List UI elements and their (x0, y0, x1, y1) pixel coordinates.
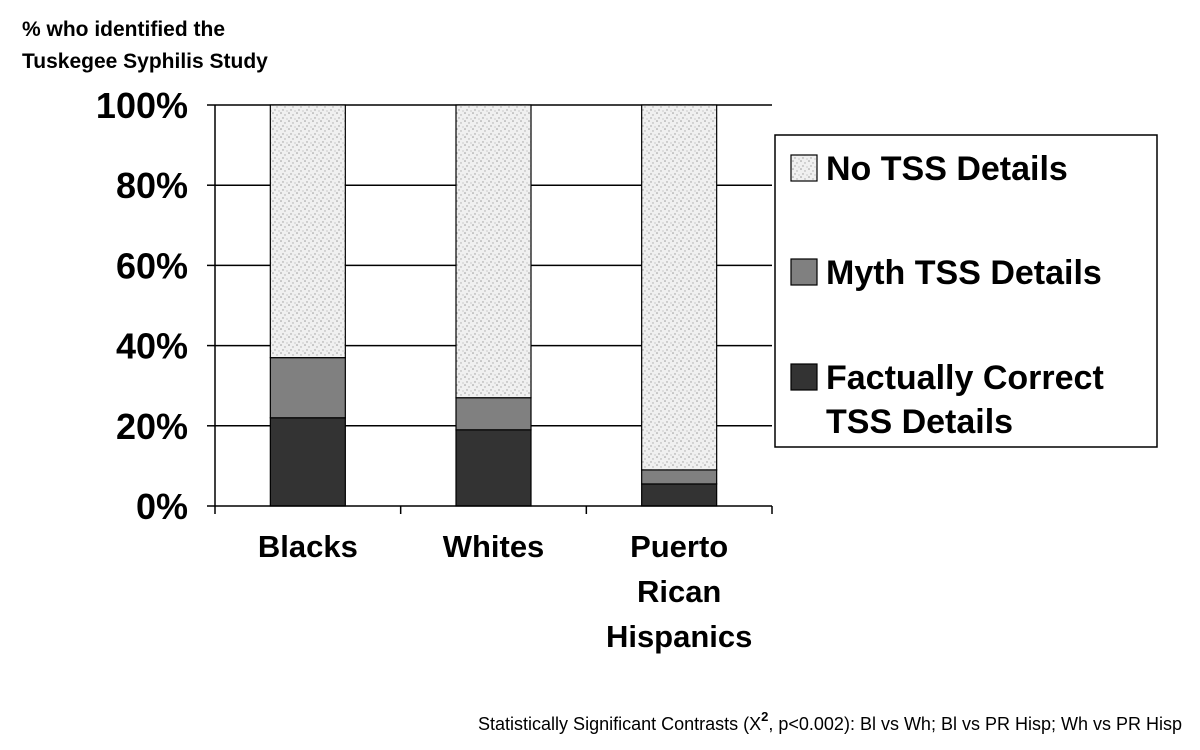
y-tick-label: 100% (96, 85, 188, 126)
bar-segment (641, 483, 718, 507)
bar-segment (455, 429, 532, 507)
footnote-superscript: 2 (761, 709, 768, 724)
x-category-label: Rican (637, 574, 721, 609)
bar-segment (269, 417, 346, 507)
bar-segment (269, 104, 346, 359)
bar-segment (641, 469, 718, 485)
y-tick-labels: 0% 20% 40% 60% 80% 100% (96, 85, 188, 527)
legend-swatch (790, 154, 818, 182)
y-tick-label: 80% (116, 165, 188, 206)
footnote-text-end: , p<0.002): Bl vs Wh; Bl vs PR Hisp; Wh … (768, 714, 1182, 734)
bar-segment (455, 397, 532, 431)
footnote-text-start: Statistically Significant Contrasts (X (478, 714, 761, 734)
y-axis-label: % who identified the Tuskegee Syphilis S… (22, 18, 268, 73)
bar-segment (269, 357, 346, 419)
legend-label: TSS Details (826, 403, 1013, 441)
y-axis-label-line-2: Tuskegee Syphilis Study (22, 50, 268, 73)
y-tick-label: 0% (136, 486, 188, 527)
legend-swatch (790, 363, 818, 391)
legend: No TSS Details Myth TSS Details Factually … (774, 134, 1158, 448)
legend-label: No TSS Details (826, 150, 1068, 188)
footnote: Statistically Significant Contrasts (X2,… (478, 709, 1182, 734)
x-category-label: Whites (443, 529, 545, 564)
y-axis-label-line-1: % who identified the (22, 18, 225, 41)
bar-segment (641, 104, 718, 471)
legend-box (774, 134, 1158, 448)
bar-segment (455, 104, 532, 399)
x-category-label: Hispanics (606, 619, 752, 654)
legend-label: Myth TSS Details (826, 254, 1102, 292)
y-tick-label: 60% (116, 245, 188, 286)
y-tick-label: 40% (116, 326, 188, 367)
bars (269, 104, 718, 507)
x-category-labels: Blacks Whites Puerto Rican Hispanics (258, 529, 753, 654)
x-category-label: Puerto (630, 529, 728, 564)
axes (207, 104, 773, 514)
legend-label: Factually Correct (826, 359, 1104, 397)
legend-swatch (790, 258, 818, 286)
y-tick-label: 20% (116, 406, 188, 447)
x-category-label: Blacks (258, 529, 358, 564)
